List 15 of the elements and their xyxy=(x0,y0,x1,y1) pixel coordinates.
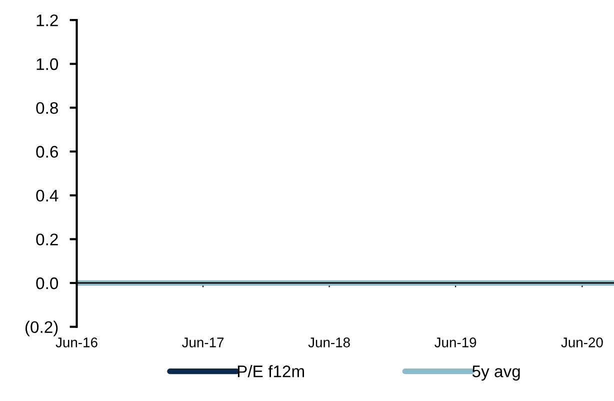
y-tick-label: 0.6 xyxy=(36,146,58,158)
legend-label: 5y avg xyxy=(472,366,520,381)
y-tick-label: (0.2) xyxy=(25,320,58,336)
y-tick-label: 0.8 xyxy=(36,102,58,114)
x-tick-label: Jun-18 xyxy=(308,338,350,348)
x-tick-label: Jun-19 xyxy=(434,338,476,348)
y-tick-label: 1.2 xyxy=(36,14,58,26)
x-tick-label: Jun-17 xyxy=(182,338,224,348)
y-tick-label: 0.0 xyxy=(36,277,58,290)
y-tick-label: 0.2 xyxy=(36,234,58,246)
x-tick-label: Jun-16 xyxy=(56,338,98,348)
legend-label: P/E f12m xyxy=(238,365,304,378)
y-tick-label: 1.0 xyxy=(36,58,58,70)
x-tick-label: Jun-20 xyxy=(561,338,603,348)
y-tick-label: 0.4 xyxy=(36,190,58,202)
